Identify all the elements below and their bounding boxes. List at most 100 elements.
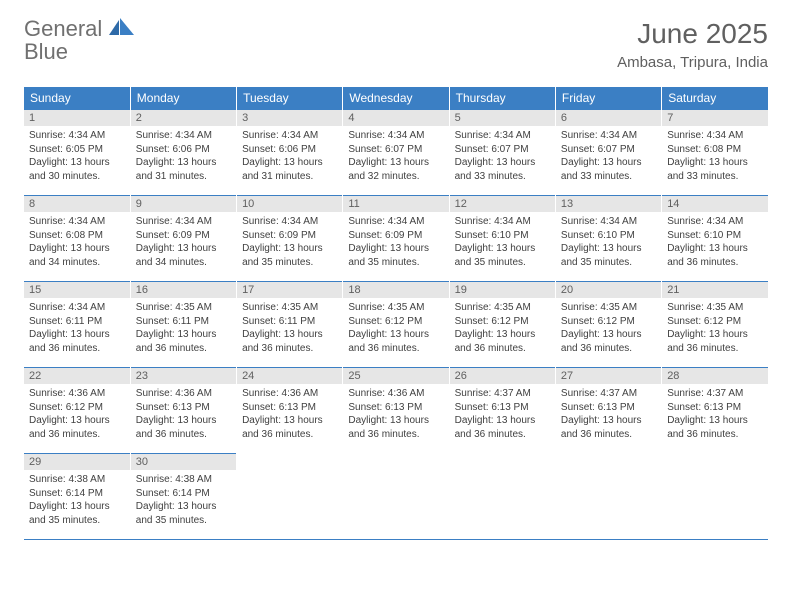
calendar-cell: 17Sunrise: 4:35 AMSunset: 6:11 PMDayligh… [237,282,343,368]
calendar-cell: 14Sunrise: 4:34 AMSunset: 6:10 PMDayligh… [662,196,768,282]
day-details: Sunrise: 4:35 AMSunset: 6:12 PMDaylight:… [343,298,448,359]
calendar-cell: 24Sunrise: 4:36 AMSunset: 6:13 PMDayligh… [237,368,343,454]
calendar-cell: 25Sunrise: 4:36 AMSunset: 6:13 PMDayligh… [343,368,449,454]
calendar-row: 1Sunrise: 4:34 AMSunset: 6:05 PMDaylight… [24,110,768,196]
weekday-saturday: Saturday [662,87,768,110]
calendar-cell: 13Sunrise: 4:34 AMSunset: 6:10 PMDayligh… [555,196,661,282]
calendar-body: 1Sunrise: 4:34 AMSunset: 6:05 PMDaylight… [24,110,768,540]
calendar-cell: 11Sunrise: 4:34 AMSunset: 6:09 PMDayligh… [343,196,449,282]
day-details: Sunrise: 4:34 AMSunset: 6:07 PMDaylight:… [343,126,448,187]
day-number: 8 [24,196,130,212]
day-details: Sunrise: 4:34 AMSunset: 6:09 PMDaylight:… [237,212,342,273]
day-details: Sunrise: 4:34 AMSunset: 6:06 PMDaylight:… [131,126,236,187]
day-number: 1 [24,110,130,126]
day-number: 17 [237,282,342,298]
day-number: 15 [24,282,130,298]
day-details: Sunrise: 4:35 AMSunset: 6:11 PMDaylight:… [131,298,236,359]
day-details: Sunrise: 4:34 AMSunset: 6:10 PMDaylight:… [450,212,555,273]
calendar-row: 22Sunrise: 4:36 AMSunset: 6:12 PMDayligh… [24,368,768,454]
calendar-cell: 5Sunrise: 4:34 AMSunset: 6:07 PMDaylight… [449,110,555,196]
calendar-cell [555,454,661,540]
day-details: Sunrise: 4:34 AMSunset: 6:08 PMDaylight:… [24,212,130,273]
calendar-cell: 1Sunrise: 4:34 AMSunset: 6:05 PMDaylight… [24,110,130,196]
day-number: 26 [450,368,555,384]
calendar-cell: 9Sunrise: 4:34 AMSunset: 6:09 PMDaylight… [130,196,236,282]
calendar-cell: 22Sunrise: 4:36 AMSunset: 6:12 PMDayligh… [24,368,130,454]
day-details: Sunrise: 4:35 AMSunset: 6:12 PMDaylight:… [450,298,555,359]
day-details: Sunrise: 4:34 AMSunset: 6:07 PMDaylight:… [556,126,661,187]
logo: General Blue [24,18,135,64]
calendar-cell: 27Sunrise: 4:37 AMSunset: 6:13 PMDayligh… [555,368,661,454]
calendar-cell: 23Sunrise: 4:36 AMSunset: 6:13 PMDayligh… [130,368,236,454]
day-details: Sunrise: 4:34 AMSunset: 6:05 PMDaylight:… [24,126,130,187]
day-details: Sunrise: 4:34 AMSunset: 6:09 PMDaylight:… [131,212,236,273]
calendar-cell: 8Sunrise: 4:34 AMSunset: 6:08 PMDaylight… [24,196,130,282]
day-number: 28 [662,368,768,384]
day-number: 13 [556,196,661,212]
day-number: 20 [556,282,661,298]
day-number: 9 [131,196,236,212]
day-details: Sunrise: 4:36 AMSunset: 6:13 PMDaylight:… [343,384,448,445]
calendar-cell: 7Sunrise: 4:34 AMSunset: 6:08 PMDaylight… [662,110,768,196]
weekday-sunday: Sunday [24,87,130,110]
day-number: 23 [131,368,236,384]
day-details: Sunrise: 4:36 AMSunset: 6:13 PMDaylight:… [237,384,342,445]
day-number: 11 [343,196,448,212]
calendar-cell: 15Sunrise: 4:34 AMSunset: 6:11 PMDayligh… [24,282,130,368]
day-details: Sunrise: 4:34 AMSunset: 6:06 PMDaylight:… [237,126,342,187]
calendar-cell: 4Sunrise: 4:34 AMSunset: 6:07 PMDaylight… [343,110,449,196]
header: General Blue June 2025 Ambasa, Tripura, … [0,0,792,79]
logo-sail-icon [109,18,135,36]
day-number: 10 [237,196,342,212]
day-number: 3 [237,110,342,126]
day-details: Sunrise: 4:34 AMSunset: 6:08 PMDaylight:… [662,126,768,187]
location-label: Ambasa, Tripura, India [617,54,768,71]
day-details: Sunrise: 4:37 AMSunset: 6:13 PMDaylight:… [662,384,768,445]
calendar-row: 29Sunrise: 4:38 AMSunset: 6:14 PMDayligh… [24,454,768,540]
day-details: Sunrise: 4:37 AMSunset: 6:13 PMDaylight:… [450,384,555,445]
title-block: June 2025 Ambasa, Tripura, India [617,18,768,71]
day-details: Sunrise: 4:37 AMSunset: 6:13 PMDaylight:… [556,384,661,445]
calendar-cell [343,454,449,540]
day-number: 21 [662,282,768,298]
weekday-header-row: Sunday Monday Tuesday Wednesday Thursday… [24,87,768,110]
calendar-cell: 26Sunrise: 4:37 AMSunset: 6:13 PMDayligh… [449,368,555,454]
weekday-wednesday: Wednesday [343,87,449,110]
calendar-cell: 30Sunrise: 4:38 AMSunset: 6:14 PMDayligh… [130,454,236,540]
weekday-monday: Monday [130,87,236,110]
calendar-cell: 19Sunrise: 4:35 AMSunset: 6:12 PMDayligh… [449,282,555,368]
logo-text-1: General [24,16,102,41]
day-number: 12 [450,196,555,212]
day-number: 18 [343,282,448,298]
logo-text-2: Blue [24,39,68,64]
calendar-cell: 2Sunrise: 4:34 AMSunset: 6:06 PMDaylight… [130,110,236,196]
day-details: Sunrise: 4:35 AMSunset: 6:11 PMDaylight:… [237,298,342,359]
calendar-cell: 29Sunrise: 4:38 AMSunset: 6:14 PMDayligh… [24,454,130,540]
day-number: 22 [24,368,130,384]
calendar-cell: 28Sunrise: 4:37 AMSunset: 6:13 PMDayligh… [662,368,768,454]
day-details: Sunrise: 4:34 AMSunset: 6:10 PMDaylight:… [556,212,661,273]
day-number: 14 [662,196,768,212]
day-details: Sunrise: 4:34 AMSunset: 6:07 PMDaylight:… [450,126,555,187]
day-details: Sunrise: 4:34 AMSunset: 6:09 PMDaylight:… [343,212,448,273]
calendar-cell: 20Sunrise: 4:35 AMSunset: 6:12 PMDayligh… [555,282,661,368]
day-details: Sunrise: 4:34 AMSunset: 6:11 PMDaylight:… [24,298,130,359]
day-details: Sunrise: 4:35 AMSunset: 6:12 PMDaylight:… [662,298,768,359]
day-number: 4 [343,110,448,126]
day-details: Sunrise: 4:35 AMSunset: 6:12 PMDaylight:… [556,298,661,359]
day-number: 24 [237,368,342,384]
day-number: 19 [450,282,555,298]
day-number: 7 [662,110,768,126]
weekday-friday: Friday [555,87,661,110]
day-details: Sunrise: 4:34 AMSunset: 6:10 PMDaylight:… [662,212,768,273]
calendar-cell [662,454,768,540]
day-number: 5 [450,110,555,126]
calendar-table: Sunday Monday Tuesday Wednesday Thursday… [24,87,768,540]
calendar-cell [237,454,343,540]
day-number: 2 [131,110,236,126]
weekday-tuesday: Tuesday [237,87,343,110]
calendar-cell: 16Sunrise: 4:35 AMSunset: 6:11 PMDayligh… [130,282,236,368]
calendar-cell: 18Sunrise: 4:35 AMSunset: 6:12 PMDayligh… [343,282,449,368]
day-number: 29 [24,454,130,470]
calendar-cell: 6Sunrise: 4:34 AMSunset: 6:07 PMDaylight… [555,110,661,196]
